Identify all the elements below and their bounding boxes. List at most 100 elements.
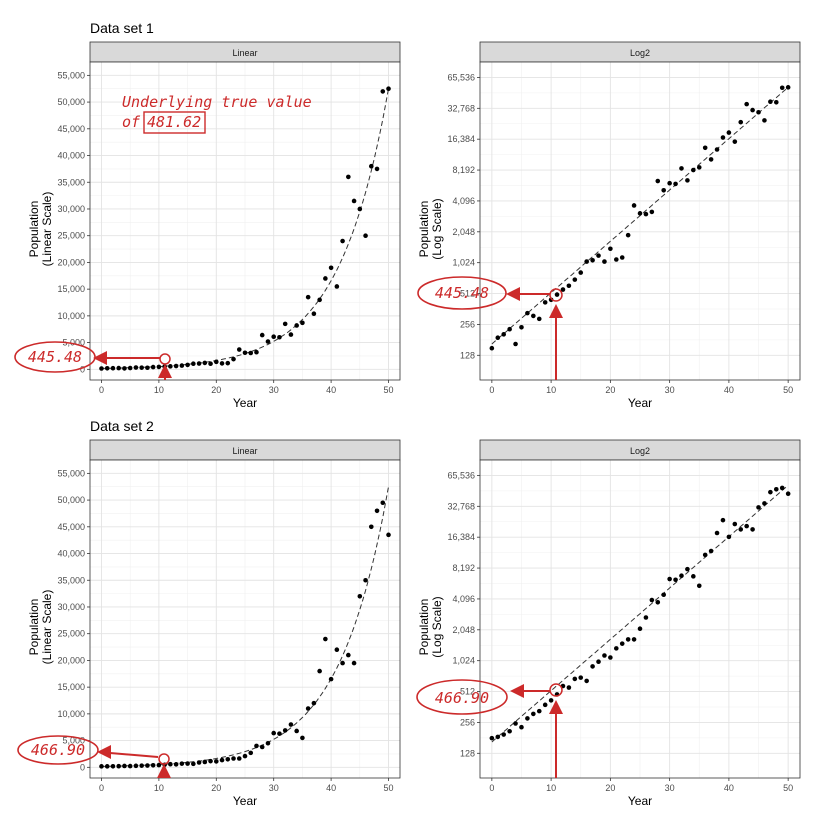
data-point [374, 508, 380, 514]
x-tick-label: 20 [605, 385, 615, 395]
data-point [254, 349, 259, 355]
x-tick-label: 0 [99, 783, 104, 793]
data-point [661, 592, 667, 598]
data-point [265, 740, 271, 746]
data-point [368, 524, 374, 530]
data-point [323, 636, 328, 642]
y-tick-label: 4,096 [452, 196, 475, 206]
y-tick-label: 256 [460, 319, 475, 329]
data-point [631, 203, 637, 208]
data-point [127, 365, 133, 371]
y-tick-label: 35,000 [57, 177, 85, 187]
data-point [202, 759, 208, 765]
data-point [317, 297, 322, 303]
data-point [277, 731, 282, 736]
x-tick-label: 50 [783, 783, 793, 793]
data-point [173, 762, 179, 767]
data-point [495, 335, 501, 341]
data-point [346, 652, 351, 658]
data-point [374, 166, 380, 172]
data-point [489, 345, 495, 351]
y-axis-title-line: Population [27, 599, 41, 656]
data-point [501, 332, 507, 337]
x-tick-label: 0 [489, 783, 494, 793]
data-point [196, 361, 202, 366]
data-point [655, 178, 661, 184]
data-point [259, 744, 265, 750]
data-point [602, 259, 607, 264]
data-point [300, 320, 305, 326]
y-axis-title-line: (Log Scale) [430, 198, 444, 259]
data-point [104, 365, 110, 371]
data-point [351, 198, 357, 204]
data-point [773, 487, 779, 492]
data-point [726, 130, 732, 135]
data-point [732, 139, 738, 144]
data-point [139, 365, 144, 370]
data-point [513, 341, 518, 347]
data-point [750, 527, 755, 532]
data-point [173, 363, 179, 369]
data-point [542, 300, 548, 305]
data-point [168, 761, 173, 767]
data-point [519, 325, 524, 330]
y-tick-label: 2,048 [452, 625, 475, 635]
data-point [156, 364, 162, 370]
x-tick-label: 10 [154, 385, 164, 395]
x-axis-title: Year [233, 396, 257, 410]
plot-border [479, 61, 801, 381]
y-tick-label: 45,000 [57, 522, 85, 532]
data-point [625, 637, 631, 642]
data-point [750, 107, 755, 113]
y-tick-label: 5,000 [62, 338, 85, 348]
y-axis-title-line: (Linear Scale) [40, 192, 54, 267]
y-tick-label: 32,768 [447, 501, 475, 511]
y-tick-label: 4,096 [452, 594, 475, 604]
trend-line [491, 86, 789, 345]
data-point [785, 491, 791, 496]
data-point [225, 756, 231, 762]
y-tick-label: 0 [80, 762, 85, 772]
y-tick-label: 40,000 [57, 151, 85, 161]
y-tick-label: 40,000 [57, 549, 85, 559]
y-axis-title: Population(Linear Scale) [27, 192, 54, 267]
data-point [554, 292, 560, 297]
data-point [168, 364, 173, 369]
data-point [744, 101, 749, 107]
data-point [679, 166, 684, 171]
data-point [133, 763, 139, 769]
data-point [643, 615, 649, 620]
data-point [340, 238, 345, 244]
data-point [236, 347, 242, 352]
data-point [560, 287, 566, 292]
data-point [133, 365, 139, 370]
data-point [368, 163, 374, 169]
y-tick-label: 10,000 [57, 311, 85, 321]
data-point [536, 708, 542, 714]
data-point [785, 85, 791, 90]
data-point [495, 734, 501, 740]
y-axis-title: Population(Log Scale) [417, 198, 444, 259]
data-point [363, 577, 368, 583]
data-point [334, 284, 340, 289]
data-point [334, 647, 340, 653]
plot-border [89, 61, 401, 381]
data-point [738, 119, 744, 125]
data-point [625, 232, 631, 238]
y-tick-label: 15,000 [57, 682, 85, 692]
y-tick-label: 15,000 [57, 284, 85, 294]
data-point [340, 660, 345, 666]
x-tick-label: 50 [384, 385, 394, 395]
data-point [708, 548, 714, 554]
y-tick-label: 55,000 [57, 468, 85, 478]
data-point [602, 653, 607, 658]
y-tick-label: 25,000 [57, 231, 85, 241]
data-point [566, 685, 572, 690]
x-tick-label: 50 [783, 385, 793, 395]
data-point [732, 521, 738, 527]
data-point [248, 350, 254, 356]
data-point [265, 339, 271, 344]
data-point [99, 366, 104, 371]
data-point [104, 764, 110, 769]
plot-border [479, 459, 801, 779]
